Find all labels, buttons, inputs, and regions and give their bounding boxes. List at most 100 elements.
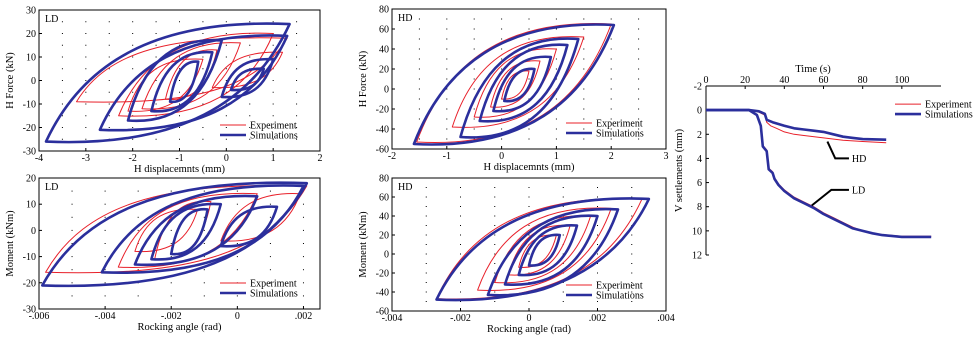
x-tick-label: .004 (657, 313, 675, 324)
grid-dot (446, 68, 448, 70)
y-tick-label: 60 (379, 25, 389, 36)
y-tick-label: -20 (376, 105, 389, 116)
simulation-loop (150, 50, 214, 113)
grid-dot (562, 291, 564, 293)
grid-dot (425, 272, 427, 274)
x-tick-label: 0 (527, 313, 532, 324)
y-tick-label: 10 (692, 226, 702, 237)
y-tick-label: 6 (697, 178, 702, 189)
grid-dot (85, 33, 87, 34)
y-tick-label: 2 (697, 130, 702, 141)
grid-dot (269, 216, 271, 218)
grid-dot (597, 206, 598, 207)
series-simulations (412, 23, 616, 146)
y-tick-label: 0 (384, 85, 389, 96)
grid-dot (108, 103, 110, 105)
simulation-loop (527, 233, 562, 267)
grid-dot (179, 80, 180, 81)
grid-dot (155, 115, 157, 117)
simulation-loop (126, 38, 223, 123)
grid-dot (528, 38, 530, 40)
grid-dot (425, 301, 427, 302)
grid-dot (269, 190, 271, 192)
grid-dot (203, 216, 205, 218)
grid-dot (61, 33, 63, 34)
grid-dot (446, 58, 448, 60)
grid-dot (638, 118, 640, 120)
grid-dot (562, 282, 564, 283)
grid-dot (460, 244, 461, 245)
grid-dot (597, 244, 598, 245)
simulation-loop (150, 202, 223, 261)
grid-dot (425, 187, 427, 188)
series-simulations (435, 197, 651, 302)
grid-dot (85, 44, 87, 46)
grid-dot (501, 128, 503, 130)
grid-dot (418, 78, 420, 80)
grid-dot (202, 91, 204, 93)
y-tick-label: 40 (379, 45, 389, 56)
grid-dot (583, 88, 585, 90)
grid-dot (61, 68, 63, 70)
grid-dot (528, 187, 530, 188)
grid-dot (555, 98, 557, 100)
grid-dot (631, 234, 633, 236)
x-tick-label: 80 (858, 75, 868, 86)
grid-dot (528, 78, 530, 80)
grid-dot (108, 56, 110, 58)
grid-dot (179, 91, 180, 93)
grid-dot (610, 88, 612, 90)
legend-entry: Simulations (925, 110, 973, 121)
grid-dot (460, 215, 461, 217)
grid-dot (302, 282, 304, 284)
grid-dot (638, 28, 640, 30)
grid-dot (71, 282, 73, 284)
grid-dot (473, 118, 475, 120)
grid-dot (269, 282, 271, 284)
grid-dot (555, 118, 557, 120)
grid-dot (61, 21, 63, 23)
grid-dot (249, 115, 251, 117)
grid-dot (104, 256, 106, 258)
grid-dot (473, 18, 475, 20)
grid-dot (132, 33, 134, 34)
grid-dot (418, 118, 420, 120)
x-tick-label: -1 (443, 151, 451, 162)
grid-dot (132, 21, 134, 23)
grid-dot (137, 216, 139, 218)
x-axis-label: Time (s) (795, 64, 831, 75)
x-tick-label: -1 (175, 153, 183, 164)
grid-dot (71, 256, 73, 258)
grid-dot (446, 138, 448, 140)
x-tick-label: 3 (664, 151, 669, 162)
grid-dot (61, 138, 63, 140)
grid-dot (597, 282, 598, 283)
grid-dot (236, 269, 238, 271)
panel-label: HD (398, 13, 412, 24)
grid-dot (202, 21, 204, 23)
grid-dot (631, 301, 633, 302)
x-tick-label: -3 (82, 153, 90, 164)
grid-dot (132, 127, 134, 128)
grid-dot (302, 229, 304, 231)
grid-dot (425, 206, 427, 207)
grid-dot (296, 80, 298, 81)
y-tick-label: -20 (23, 123, 36, 134)
grid-dot (108, 44, 110, 46)
grid-dot (104, 190, 106, 192)
grid-dot (610, 68, 612, 70)
grid-dot (597, 187, 598, 188)
chart-panel-p4: -.006 -.004 -.002 0 .002 -30 -20 -10 0 10 20 Rockin… (5, 174, 321, 333)
grid-dot (203, 190, 205, 192)
grid-dot (425, 234, 427, 236)
grid-dot (631, 215, 633, 217)
grid-dot (597, 291, 598, 293)
grid-dot (597, 234, 598, 236)
y-tick-label: 4 (697, 154, 702, 165)
y-tick-label: 0 (697, 106, 702, 117)
grid-dot (460, 272, 461, 274)
grid-dot (108, 21, 110, 23)
simulation-loop (44, 22, 291, 144)
